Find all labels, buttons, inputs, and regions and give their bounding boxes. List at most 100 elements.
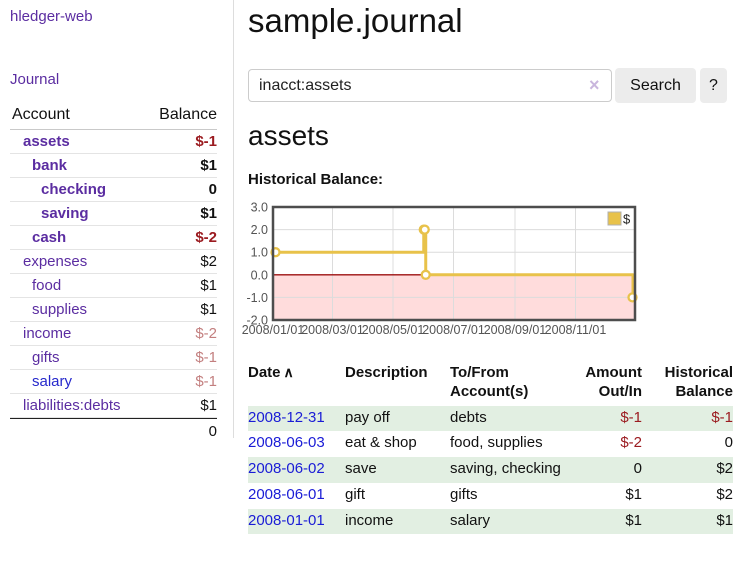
historical-balance-chart[interactable]: $2008/01/01 2008/03/01 2008/05/01 2008/07/0… — [240, 200, 742, 345]
svg-text:2008/03/01: 2008/03/01 — [301, 323, 364, 337]
account-balance: $1 — [200, 205, 217, 222]
transaction-balance: 0 — [724, 434, 733, 452]
svg-text:2008/09/01: 2008/09/01 — [484, 323, 547, 337]
account-balance: 0 — [208, 181, 217, 198]
svg-text:3.0: 3.0 — [251, 201, 268, 215]
svg-text:2008/11/01: 2008/11/01 — [545, 323, 607, 337]
sidebar-account-link[interactable]: assets — [23, 133, 70, 150]
sidebar-divider — [233, 0, 234, 438]
help-button[interactable]: ? — [700, 68, 727, 103]
transaction-date-link[interactable]: 2008-12-31 — [248, 408, 325, 426]
transaction-description: pay off — [345, 408, 390, 426]
account-row: bank $1 — [10, 154, 217, 178]
sort-ascending-icon: ∧ — [283, 364, 294, 380]
svg-text:2008/05/01: 2008/05/01 — [362, 323, 425, 337]
account-row: assets $-1 — [10, 130, 217, 154]
column-header-amount-out-in: Amount Out/In — [585, 364, 642, 400]
account-row: cash $-2 — [10, 226, 217, 250]
account-balance: $-2 — [195, 325, 217, 342]
transaction-amount: $1 — [625, 511, 642, 529]
transaction-date-link[interactable]: 2008-01-01 — [248, 511, 325, 529]
transaction-description: save — [345, 460, 377, 477]
sidebar-account-link[interactable]: bank — [32, 157, 68, 174]
account-balance: $1 — [200, 301, 217, 318]
sidebar-account-link[interactable]: supplies — [32, 301, 88, 318]
transaction-balance: $1 — [716, 511, 733, 529]
account-balance-table: Account Balance assets $-1 bank $1 checking 0… — [10, 103, 217, 444]
transaction-description: eat & shop — [345, 434, 417, 452]
register-table: Date ∧ Description To/From Account(s) Amount… — [248, 362, 733, 535]
svg-text:1.0: 1.0 — [251, 246, 268, 260]
sidebar-account-link[interactable]: salary — [32, 373, 73, 390]
account-table-body: assets $-1 bank $1 checking 0 saving $1 cash $-2 e… — [10, 130, 217, 418]
balance-column-header: Balance — [159, 106, 217, 123]
sidebar-account-link[interactable]: expenses — [23, 253, 88, 270]
account-heading: assets — [248, 120, 329, 151]
column-header-description: Description — [345, 364, 428, 381]
transaction-row: 2008-06-02 save saving, checking 0 $2 — [248, 457, 733, 483]
app-brand-link[interactable]: hledger-web — [10, 8, 93, 25]
account-row: liabilities:debts $1 — [10, 394, 217, 418]
account-balance: $1 — [200, 397, 217, 414]
transaction-description: gift — [345, 485, 366, 503]
transaction-date-link[interactable]: 2008-06-02 — [248, 460, 325, 477]
sidebar-item-journal[interactable]: Journal — [10, 71, 60, 88]
transaction-balance: $-1 — [711, 408, 733, 426]
transaction-accounts: salary — [450, 511, 491, 529]
total-balance: 0 — [208, 423, 217, 440]
transaction-accounts: debts — [450, 408, 487, 426]
sidebar-account-link[interactable]: checking — [41, 181, 107, 198]
sidebar-account-link[interactable]: liabilities:debts — [23, 397, 121, 414]
account-row: gifts $-1 — [10, 346, 217, 370]
chart-title: Historical Balance: — [248, 171, 384, 188]
account-balance: $-1 — [195, 373, 217, 390]
sidebar-account-link[interactable]: food — [32, 277, 62, 294]
column-header-historical-balance: Historical Balance — [664, 364, 733, 400]
account-table-header: Account Balance — [10, 103, 217, 130]
account-balance: $2 — [200, 253, 217, 270]
svg-text:-2.0: -2.0 — [246, 314, 268, 328]
transaction-balance: $2 — [716, 485, 733, 503]
account-column-header: Account — [12, 106, 70, 123]
account-balance: $1 — [200, 157, 217, 174]
account-row: saving $1 — [10, 202, 217, 226]
sidebar-account-link[interactable]: income — [23, 325, 72, 342]
transaction-balance: $2 — [716, 460, 733, 477]
transaction-accounts: saving, checking — [450, 460, 561, 477]
column-header-date[interactable]: Date ∧ — [248, 364, 294, 381]
svg-text:2.0: 2.0 — [251, 223, 268, 237]
transaction-date-link[interactable]: 2008-06-03 — [248, 434, 325, 452]
account-row: salary $-1 — [10, 370, 217, 394]
search-input[interactable] — [248, 69, 612, 102]
search-button[interactable]: Search — [615, 68, 696, 103]
svg-text:0.0: 0.0 — [251, 268, 268, 282]
transaction-accounts: food, supplies — [450, 434, 543, 452]
account-balance: $-1 — [195, 133, 217, 150]
svg-text:-1.0: -1.0 — [246, 291, 268, 305]
account-balance: $-2 — [195, 229, 217, 246]
transaction-description: income — [345, 511, 394, 529]
transaction-amount: 0 — [633, 460, 642, 477]
transaction-date-link[interactable]: 2008-06-01 — [248, 485, 325, 503]
account-row: expenses $2 — [10, 250, 217, 274]
svg-text:2008/01/01: 2008/01/01 — [242, 323, 305, 337]
svg-text:$: $ — [623, 212, 631, 227]
sidebar-account-link[interactable]: cash — [32, 229, 67, 246]
account-row: food $1 — [10, 274, 217, 298]
transaction-amount: $1 — [625, 485, 642, 503]
account-row: supplies $1 — [10, 298, 217, 322]
account-balance: $1 — [200, 277, 217, 294]
clear-search-icon[interactable]: × — [589, 75, 600, 95]
transaction-row: 2008-06-01 gift gifts $1 $2 — [248, 483, 733, 509]
account-balance: $-1 — [195, 349, 217, 366]
account-row: income $-2 — [10, 322, 217, 346]
sidebar-account-link[interactable]: saving — [41, 205, 89, 222]
transaction-row: 2008-06-03 eat & shop food, supplies $-2 0 — [248, 431, 733, 457]
account-total-row: 0 — [10, 418, 217, 444]
page-title: sample.journal — [248, 2, 463, 39]
sidebar-account-link[interactable]: gifts — [32, 349, 60, 366]
transaction-row: 2008-01-01 income salary $1 $1 — [248, 508, 733, 535]
svg-text:2008/07/01: 2008/07/01 — [422, 323, 485, 337]
transaction-row: 2008-12-31 pay off debts $-1 $-1 — [248, 405, 733, 432]
transaction-amount: $-2 — [620, 434, 642, 452]
